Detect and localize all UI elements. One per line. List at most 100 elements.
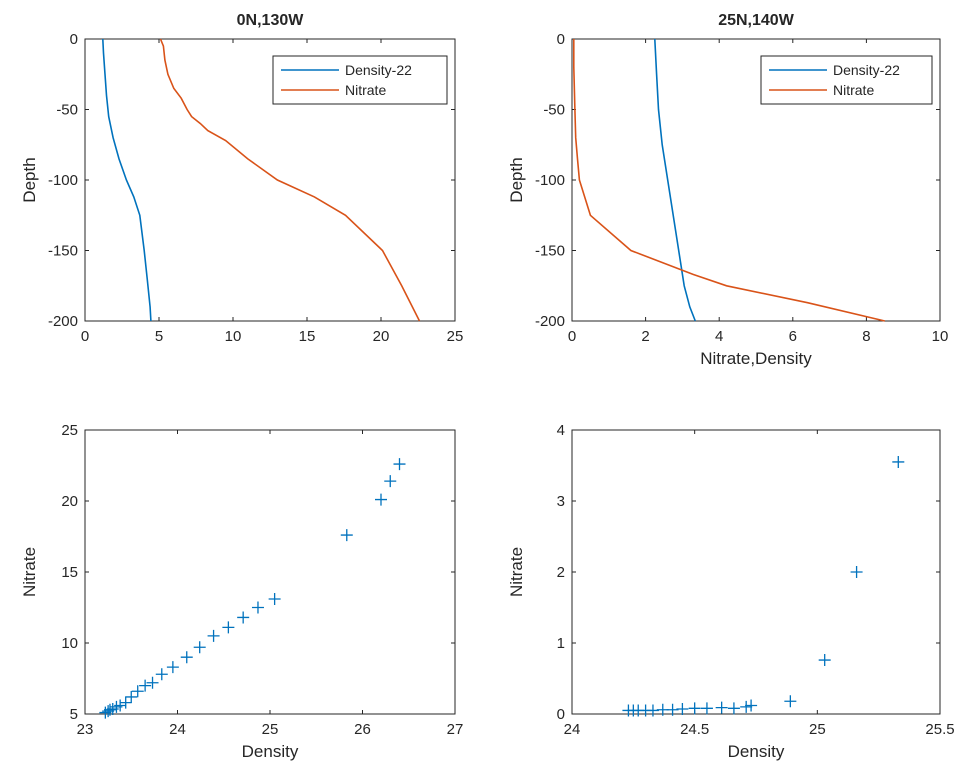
scatter-point xyxy=(666,703,679,716)
x-tick-label: 20 xyxy=(373,328,390,345)
scatter-point xyxy=(155,668,168,681)
scatter-point xyxy=(237,611,250,624)
series-line-nitrate xyxy=(572,39,885,322)
y-tick-label: 5 xyxy=(70,706,78,723)
scatter-point xyxy=(125,690,138,703)
x-tick-label: 0 xyxy=(81,328,89,345)
series-line-density-22 xyxy=(654,38,697,322)
scatter-point xyxy=(119,696,132,709)
scatter-point xyxy=(688,702,701,715)
x-tick-label: 27 xyxy=(447,721,464,738)
scatter-point xyxy=(892,455,905,468)
scatter-point xyxy=(784,695,797,708)
scatter-point xyxy=(251,601,264,614)
x-tick-label: 25.5 xyxy=(925,721,954,738)
scatter-point xyxy=(715,701,728,714)
scatter-point xyxy=(193,641,206,654)
chart-panel-1: 0 5 10 15 20 25 -200 -150 -100 -50 0 0N,130W Depth De… xyxy=(20,12,463,345)
scatter-point xyxy=(146,676,159,689)
scatter-point xyxy=(131,685,144,698)
legend-label: Nitrate xyxy=(833,82,874,98)
scatter-point xyxy=(745,699,758,712)
chart-title: 0N,130W xyxy=(237,12,305,29)
x-tick-label: 26 xyxy=(354,721,371,738)
scatter-point xyxy=(727,702,740,715)
legend: Density-22 Nitrate xyxy=(760,55,933,105)
scatter-point xyxy=(850,566,863,578)
scatter-point xyxy=(740,700,753,713)
x-axis-label: Nitrate,Density xyxy=(700,349,812,368)
scatter-point xyxy=(207,629,220,642)
series-line-density-22 xyxy=(102,38,152,322)
x-tick-label: 23 xyxy=(77,721,94,738)
scatter-point xyxy=(268,592,281,605)
scatter-point xyxy=(114,699,127,712)
legend-label: Nitrate xyxy=(345,82,386,98)
x-tick-label: 0 xyxy=(568,328,576,345)
chart-title: 25N,140W xyxy=(718,12,794,29)
y-tick-label: -150 xyxy=(48,243,78,260)
y-tick-label: 20 xyxy=(61,493,78,510)
scatter-point xyxy=(139,679,152,692)
legend-box xyxy=(760,55,933,105)
y-tick-label: -150 xyxy=(535,243,565,260)
y-tick-label: 2 xyxy=(557,564,565,581)
scatter-point xyxy=(222,621,235,634)
scatter-point xyxy=(166,661,179,674)
y-tick-label: -100 xyxy=(535,172,565,189)
scatter-point xyxy=(180,651,193,664)
y-tick-label: -100 xyxy=(48,172,78,189)
x-tick-label: 2 xyxy=(641,328,649,345)
series-line-nitrate xyxy=(159,38,421,322)
x-axis-label: Density xyxy=(728,742,785,761)
scatter-point xyxy=(700,702,713,715)
y-axis-label: Depth xyxy=(507,157,526,202)
scatter-point xyxy=(393,458,406,471)
y-tick-label: 1 xyxy=(557,635,565,652)
chart-panel-4: 24 24.5 25 25.5 0 1 2 3 4 Density Nitrate xyxy=(507,422,955,761)
y-tick-label: 25 xyxy=(61,422,78,439)
legend-label: Density-22 xyxy=(833,62,900,78)
x-tick-label: 24 xyxy=(169,721,186,738)
scatter-point xyxy=(646,704,659,717)
y-tick-label: 10 xyxy=(61,635,78,652)
legend-label: Density-22 xyxy=(345,62,412,78)
x-tick-label: 25 xyxy=(447,328,464,345)
y-tick-label: -50 xyxy=(56,102,78,119)
x-tick-label: 10 xyxy=(932,328,949,345)
legend-box xyxy=(272,55,448,105)
y-tick-label: 0 xyxy=(557,31,565,48)
y-tick-label: 3 xyxy=(557,493,565,510)
x-axis-label: Density xyxy=(242,742,299,761)
legend: Density-22 Nitrate xyxy=(272,55,448,105)
x-tick-label: 24.5 xyxy=(680,721,709,738)
y-tick-label: -200 xyxy=(48,313,78,330)
chart-panel-3: 23 24 25 26 27 5 10 15 20 25 Density Nitrate xyxy=(20,422,463,761)
x-tick-label: 24 xyxy=(564,721,581,738)
y-tick-label: -200 xyxy=(535,313,565,330)
y-tick-label: 4 xyxy=(557,422,565,439)
scatter-point xyxy=(103,703,116,716)
y-tick-label: -50 xyxy=(543,102,565,119)
x-tick-label: 25 xyxy=(262,721,279,738)
chart-panel-2: 0 2 4 6 8 10 -200 -150 -100 -50 0 25N,140W Nitrate,D… xyxy=(507,12,948,368)
scatter-point xyxy=(676,703,689,716)
x-tick-label: 6 xyxy=(789,328,797,345)
x-tick-label: 10 xyxy=(225,328,242,345)
y-tick-label: 0 xyxy=(557,706,565,723)
x-tick-label: 15 xyxy=(299,328,316,345)
scatter-point xyxy=(340,529,353,542)
y-tick-label: 15 xyxy=(61,564,78,581)
scatter-point xyxy=(375,493,387,506)
scatter-point xyxy=(384,475,397,488)
x-tick-label: 5 xyxy=(155,328,163,345)
y-axis-label: Depth xyxy=(20,157,39,202)
x-tick-label: 8 xyxy=(862,328,870,345)
x-tick-label: 25 xyxy=(809,721,826,738)
axes-box xyxy=(84,429,456,715)
scatter-point xyxy=(818,654,831,667)
x-tick-label: 4 xyxy=(715,328,723,345)
y-axis-label: Nitrate xyxy=(507,547,526,597)
axes-box xyxy=(571,429,941,715)
